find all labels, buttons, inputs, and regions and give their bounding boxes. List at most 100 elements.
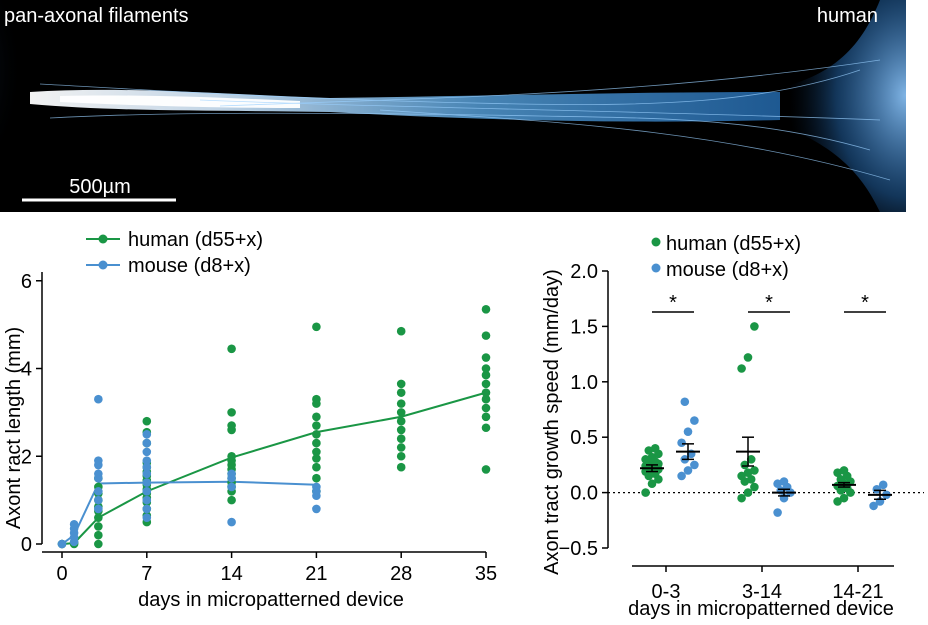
left-point-human [481, 364, 491, 373]
left-point-human [312, 438, 321, 448]
left-point-human [312, 430, 321, 439]
legend-mouse-marker [98, 260, 108, 270]
left-point-mouse [142, 447, 152, 457]
left-point-human [396, 399, 406, 408]
left-point-mouse [142, 495, 152, 505]
left-point-human [481, 379, 491, 389]
right-point-human [750, 466, 759, 475]
legend-mouse-marker [651, 263, 661, 273]
right-point-mouse [677, 471, 686, 481]
left-point-mouse [94, 504, 103, 514]
left-point-human [396, 434, 406, 444]
left-point-mouse [142, 487, 152, 496]
right-point-human [641, 488, 650, 497]
right-y-tick-label: 0.5 [570, 427, 598, 449]
left-point-human [481, 353, 491, 362]
left-y-tick-label: 2 [21, 446, 32, 468]
right-point-mouse [773, 508, 782, 517]
left-point-mouse [94, 495, 103, 505]
right-point-mouse [878, 480, 888, 490]
right-point-mouse [690, 416, 699, 425]
left-point-mouse [94, 487, 103, 496]
right-legend: human (d55+x) mouse (d8+x) [651, 233, 801, 281]
left-point-human [227, 421, 236, 430]
left-point-human [396, 425, 406, 435]
left-x-tick-label: 0 [56, 563, 67, 585]
right-point-human [746, 455, 756, 464]
left-point-human [396, 443, 406, 452]
right-point-mouse [680, 397, 690, 407]
right-point-human [647, 452, 657, 462]
left-point-human [312, 322, 321, 332]
left-chamber [0, 0, 60, 160]
left-point-human [481, 394, 491, 404]
legend-human-marker [651, 237, 661, 247]
left-x-tick-label: 28 [390, 563, 412, 585]
right-chamber-fan [760, 0, 906, 212]
legend-human-label: human (d55+x) [128, 229, 263, 251]
right-y-tick-label: −0.5 [559, 538, 598, 560]
right-error-bars [640, 436, 892, 500]
left-point-mouse [142, 478, 152, 487]
left-point-human [481, 465, 491, 474]
left-point-human [227, 344, 236, 354]
left-point-mouse [94, 394, 103, 404]
left-point-human [396, 388, 406, 397]
right-point-human [833, 497, 842, 506]
left-point-human [481, 370, 491, 380]
right-y-tick-label: 1.0 [570, 372, 598, 394]
right-x-label: days in micropatterned device [628, 598, 894, 620]
left-point-human [481, 388, 491, 397]
right-x-tick-label: 3-14 [742, 581, 782, 603]
left-point-human [94, 539, 103, 549]
significance-star: * [765, 292, 773, 314]
left-point-mouse [142, 462, 152, 472]
right-point-human [836, 475, 846, 484]
left-point-mouse [142, 456, 152, 465]
left-point-human [227, 451, 236, 461]
axon-strands [39, 59, 891, 181]
left-x-tick-label: 21 [305, 563, 327, 585]
left-point-human [481, 423, 491, 433]
right-axes: −0.5 0.0 0.5 1.0 1.5 2.0 0-3 3-14 14-21 [559, 261, 924, 603]
left-point-human [312, 454, 321, 463]
right-y-tick-label: 2.0 [570, 261, 598, 283]
micrograph-label-right: human [817, 5, 878, 27]
left-point-mouse [94, 456, 103, 465]
left-point-human [481, 412, 491, 422]
right-significance: * * * [652, 292, 886, 314]
left-point-human [396, 379, 406, 389]
left-x-tick-label: 14 [220, 563, 242, 585]
left-point-mouse [94, 469, 103, 479]
right-point-human [740, 460, 750, 470]
significance-star: * [861, 292, 869, 314]
right-y-label: Axon tract growth speed (mm/day) [541, 269, 563, 575]
right-point-mouse [779, 477, 789, 486]
right-point-human [737, 493, 746, 503]
right-point-mouse [872, 484, 882, 494]
right-point-human [839, 466, 849, 475]
left-point-human [227, 408, 236, 417]
left-x-label: days in micropatterned device [138, 589, 404, 611]
right-point-human [750, 322, 759, 331]
left-point-human [312, 447, 321, 457]
scale-bar-label: 500µm [69, 176, 131, 198]
right-points [641, 322, 891, 517]
left-point-mouse [312, 482, 321, 492]
left-point-mouse [142, 469, 152, 479]
left-point-mouse [312, 504, 321, 514]
right-point-human [743, 488, 753, 497]
left-point-human [312, 473, 321, 483]
right-point-human [650, 443, 660, 453]
left-point-mouse [227, 482, 236, 492]
left-point-human [481, 304, 491, 314]
micrograph-panel: pan-axonal filaments human 500µm [0, 0, 906, 212]
left-mean-line-human [61, 391, 487, 545]
left-point-mouse [69, 519, 79, 529]
right-point-human [737, 471, 746, 481]
left-point-mouse [227, 469, 236, 479]
left-point-human [312, 421, 321, 430]
left-point-human [227, 495, 236, 505]
left-x-tick-label: 35 [475, 563, 497, 585]
right-point-human [737, 364, 746, 373]
